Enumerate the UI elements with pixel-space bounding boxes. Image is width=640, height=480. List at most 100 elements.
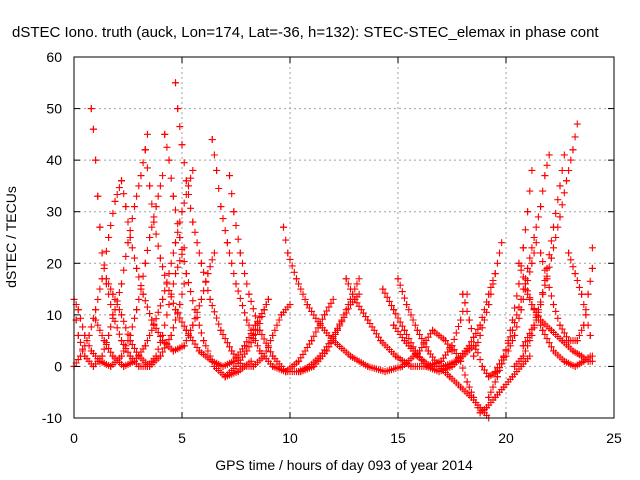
data-point [81,352,89,360]
data-point [491,368,499,376]
data-point [182,177,190,185]
data-point [133,264,141,272]
data-point [413,326,421,334]
series-pass-22 [470,239,506,360]
data-point [292,275,300,283]
data-point [111,197,119,205]
data-point [232,280,240,288]
x-tick-label: 0 [70,430,78,446]
data-point [269,352,277,360]
series-pass-30 [565,249,596,360]
data-point [165,156,173,164]
data-point [498,239,506,247]
data-point [100,337,108,345]
data-point [120,362,128,370]
x-tick-label: 5 [178,430,186,446]
data-point [98,249,106,257]
data-point [532,239,540,247]
data-point [210,362,218,370]
data-point [264,295,272,303]
data-point [228,347,236,355]
data-point [180,280,188,288]
x-tick-label: 15 [390,430,406,446]
data-point [124,239,132,247]
data-point [541,172,549,180]
y-tick-label: 0 [54,358,62,374]
data-point [295,357,303,365]
data-point [476,331,484,339]
data-point [565,337,573,345]
data-point [571,362,579,370]
data-point [118,280,126,288]
data-point [413,352,421,360]
data-point [558,337,566,345]
series-pass-14 [280,223,456,376]
data-point [351,295,359,303]
data-point [143,130,151,138]
data-point [172,79,180,87]
data-point [118,311,126,319]
series-pass-20 [448,342,534,417]
data-point [439,362,447,370]
data-point [530,234,538,241]
data-point [107,362,115,370]
data-point [547,326,555,334]
data-point [550,301,558,309]
data-point [282,368,290,376]
data-point [152,203,160,211]
data-point [109,311,117,319]
data-point [305,362,313,370]
data-point [491,270,499,278]
data-point [580,357,588,365]
data-point [465,342,473,350]
data-point [515,259,523,267]
data-point [528,166,536,174]
data-point [515,280,523,288]
data-point [200,337,208,345]
data-point [232,362,240,370]
data-point [85,331,93,339]
data-point [588,352,596,360]
plot-frame [73,56,615,419]
data-point [184,182,192,190]
x-axis-label: GPS time / hours of day 093 of year 2014 [215,457,473,473]
data-point [243,347,251,355]
data-point [269,331,277,339]
x-tick-label: 10 [282,430,298,446]
data-point [556,182,564,190]
data-point [379,285,387,293]
data-point [137,172,145,180]
data-point [176,301,184,309]
data-point [308,337,316,345]
data-point [226,172,234,180]
data-point [277,311,285,319]
data-point [517,295,525,303]
data-point [169,192,177,200]
series-pass-3 [72,130,151,370]
data-point [500,383,508,391]
data-point [92,316,100,324]
data-point [165,301,173,309]
data-point [457,316,465,324]
data-point [139,290,147,298]
data-point [122,203,130,211]
x-tick-label: 25 [606,430,622,446]
data-point [539,290,547,298]
series-pass-15 [295,275,363,376]
data-point [526,352,534,360]
data-point [586,331,594,339]
data-point [176,234,184,241]
data-point [588,264,596,272]
data-point [260,306,268,314]
data-point [394,275,402,283]
data-point [493,373,501,381]
data-point [243,316,251,324]
data-point [195,347,203,355]
series-pass-26 [519,120,581,350]
data-point [571,270,579,278]
data-point [426,362,434,370]
data-point [459,290,467,298]
data-point [105,331,113,339]
data-point [210,249,218,257]
data-point [230,357,238,365]
